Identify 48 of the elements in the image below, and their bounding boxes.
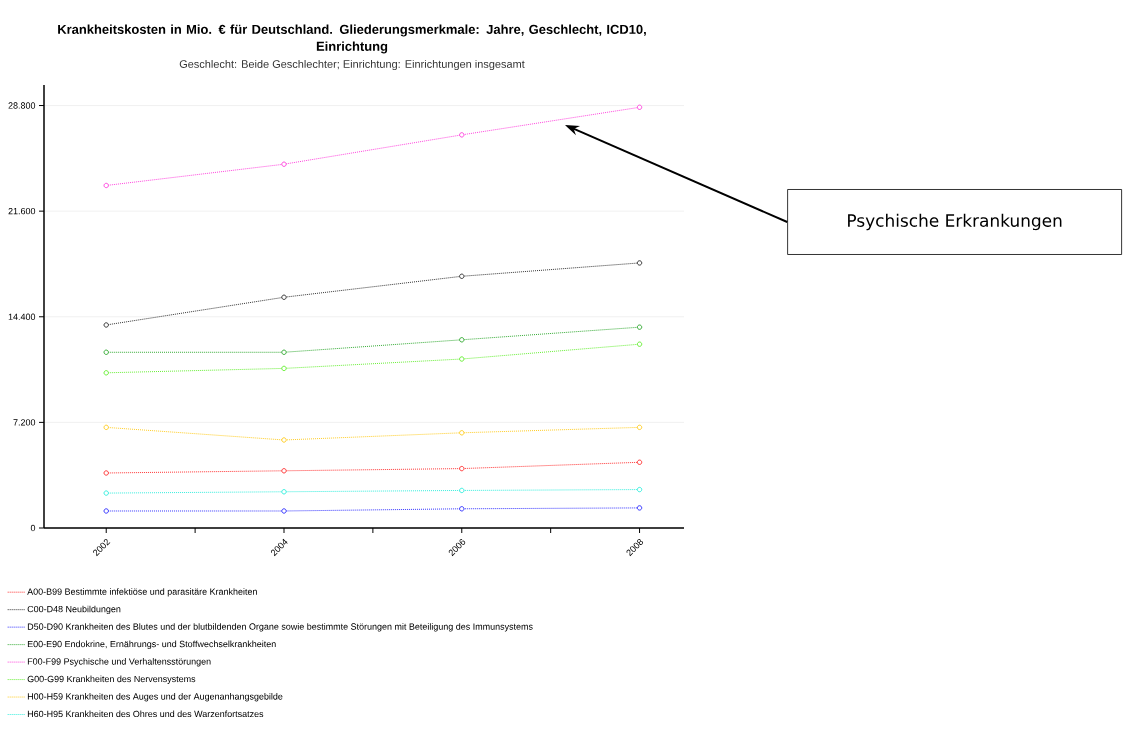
- point: [281, 508, 287, 514]
- y-tick-label: 28.800: [8, 102, 36, 109]
- point: [636, 459, 643, 465]
- point: [636, 260, 643, 266]
- point: [459, 132, 465, 138]
- point: [636, 324, 643, 330]
- point: [459, 465, 465, 472]
- point: [636, 104, 643, 110]
- point: [459, 487, 465, 494]
- point: [281, 349, 287, 355]
- point: [103, 322, 109, 328]
- point: [636, 486, 643, 493]
- point: [103, 490, 109, 496]
- legend-label: C00-D48 Neubildungen: [27, 605, 121, 615]
- point: [103, 182, 109, 189]
- point: [281, 161, 287, 167]
- point: [281, 468, 287, 474]
- y-tick-label: 14.400: [8, 313, 36, 320]
- legend-label: H60-H95 Krankheiten des Ohres und des Warzenfortsatzes: [27, 710, 264, 718]
- point: [103, 508, 109, 514]
- y-tick-label: 7.200: [13, 419, 36, 426]
- chart-title: Krankheitskosten in Mio. € für Deutschland. Gliederungsmerkmale: Jahre, Geschlecht, ICD10, Einrichtung: [58, 24, 646, 54]
- legend-label: F00-F99 Psychische und Verhaltensstörungen: [27, 658, 211, 667]
- point: [281, 365, 287, 372]
- legend-label: A00-B99 Bestimmte infektiöse und parasitäre Krankheiten: [27, 588, 257, 597]
- point: [459, 506, 465, 512]
- point: [636, 424, 643, 431]
- point: [103, 424, 109, 431]
- legend-label: D50-D90 Krankheiten des Blutes und der blutbildenden Organe sowie bestimmte Störungen mit Beteiligung des Immunsystems: [27, 623, 533, 632]
- point: [281, 437, 287, 443]
- point: [459, 337, 465, 343]
- point: [459, 430, 465, 436]
- legend-label: H00-H59 Krankheiten des Auges und der Augenanhangsgebilde: [27, 693, 283, 702]
- point: [636, 341, 643, 347]
- chart-subtitle: Geschlecht: Beide Geschlechter; Einrichtung: Einrichtungen insgesamt: [179, 59, 525, 71]
- point: [103, 470, 109, 476]
- point: [459, 273, 465, 279]
- text: Psychische Erkrankungen: [848, 213, 1062, 231]
- point: [281, 294, 287, 300]
- y-tick-label: 21.600: [8, 207, 36, 215]
- legend-label: G00-G99 Krankheiten des Nervensystems: [27, 675, 196, 684]
- point: [636, 505, 643, 511]
- y-tick-label: 0: [30, 524, 36, 532]
- point: [103, 370, 109, 376]
- point: [281, 489, 287, 495]
- legend-label: E00-E90 Endokrine, Ernährungs- und Stoffwechselkrankheiten: [27, 640, 276, 649]
- point: [459, 356, 465, 362]
- point: [103, 349, 109, 355]
